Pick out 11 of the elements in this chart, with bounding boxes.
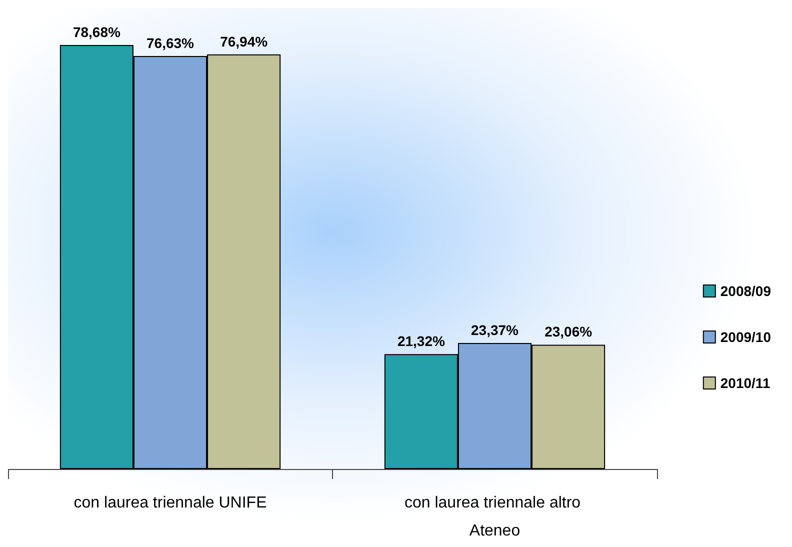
x-tick-label: con laurea triennale altro Ateneo [404,494,586,540]
legend-label: 2008/09 [720,283,772,299]
x-tick-label: con laurea triennale UNIFE [74,494,267,512]
data-label: 23,06% [544,324,593,340]
data-label: 78,68% [72,24,121,40]
data-label: 23,37% [471,322,520,338]
data-label: 76,63% [146,35,195,52]
legend-label: 2009/10 [720,329,772,345]
data-label: 76,94% [220,33,268,50]
legend-label: 2010/11 [720,375,770,391]
data-label: 21,32% [397,333,446,350]
